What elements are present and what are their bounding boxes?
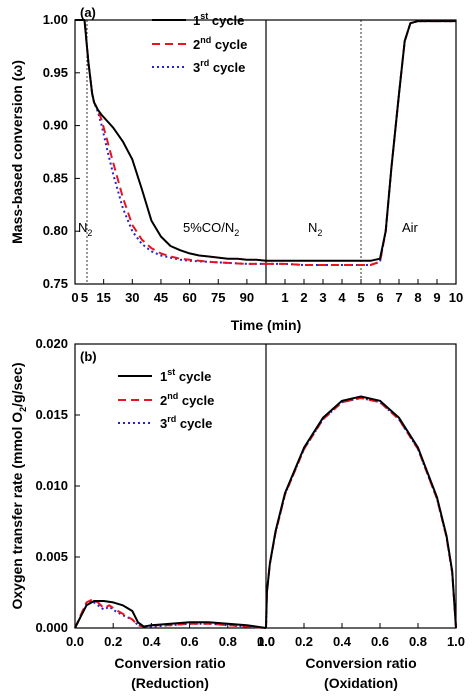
x-tick-label: 0.2 bbox=[104, 634, 122, 649]
x-tick-label: 6 bbox=[376, 290, 383, 305]
x-tick-label: 1.0 bbox=[257, 634, 275, 649]
x-tick-label: 0.6 bbox=[181, 634, 199, 649]
x-tick-label: 5 bbox=[357, 290, 364, 305]
region-label-n2-purge: N2 bbox=[308, 220, 322, 238]
y-tick-label: 0.000 bbox=[35, 620, 68, 635]
panel-b: 0.000 0.005 0.010 0.015 0.020 0.0 0.2 0.4 0.6 0.… bbox=[9, 336, 465, 691]
x-tick-label: 9 bbox=[433, 290, 440, 305]
panel-b-ylabel: Oxygen transfer rate (mmol O2/g/sec) bbox=[9, 363, 28, 610]
panel-b-xlabel-left-line2: (Reduction) bbox=[131, 675, 209, 691]
series-line-cycle1-right bbox=[266, 20, 456, 262]
panel-b-xlabel-right-line1: Conversion ratio bbox=[305, 655, 416, 671]
x-tick-label: 3 bbox=[319, 290, 326, 305]
x-tick-label: 10 bbox=[449, 290, 463, 305]
y-tick-label: 0.015 bbox=[35, 407, 68, 422]
x-tick-label: 1.0 bbox=[447, 634, 465, 649]
x-tick-label: 0.0 bbox=[257, 634, 275, 649]
y-tick-label: 0.95 bbox=[43, 65, 68, 80]
x-tick-label: 2 bbox=[300, 290, 307, 305]
y-tick-label: 0.020 bbox=[35, 336, 68, 351]
series-line-cycle1-left bbox=[74, 600, 267, 629]
x-tick-label: 90 bbox=[240, 290, 254, 305]
series-line-cycle2-right bbox=[265, 397, 457, 629]
x-tick-label: 5 bbox=[81, 290, 88, 305]
x-tick-label: 7 bbox=[395, 290, 402, 305]
x-tick-label: 1 bbox=[281, 290, 288, 305]
legend-b: 1st cycle 2nd cycle 3rd cycle bbox=[118, 367, 214, 431]
region-label-air: Air bbox=[402, 220, 419, 235]
y-tick-label: 1.00 bbox=[43, 12, 68, 27]
legend-a: 1st cycle 2nd cycle 3rd cycle bbox=[152, 11, 247, 75]
y-tick-label: 0.90 bbox=[43, 118, 68, 133]
y-tick-label: 0.80 bbox=[43, 223, 68, 238]
x-tick-label: 0.4 bbox=[142, 634, 161, 649]
x-tick-label: 0.4 bbox=[333, 634, 352, 649]
panel-a-ylabel: Mass-based conversion (ω) bbox=[9, 60, 25, 244]
region-label-co: 5%CO/N2 bbox=[183, 220, 239, 238]
x-tick-label: 0.2 bbox=[295, 634, 313, 649]
series-line-cycle1-left bbox=[75, 19, 267, 262]
panel-b-label: (b) bbox=[80, 349, 97, 364]
x-tick-label: 15 bbox=[96, 290, 110, 305]
y-tick-label: 0.85 bbox=[43, 170, 68, 185]
panel-a-xlabel: Time (min) bbox=[231, 317, 302, 333]
panel-b-xlabel-right-line2: (Oxidation) bbox=[324, 675, 398, 691]
legend-a-label-cycle1: 1st cycle bbox=[193, 11, 244, 28]
panel-a-label: (a) bbox=[80, 5, 96, 20]
series-line-cycle2-left bbox=[75, 19, 266, 265]
legend-b-label-cycle3: 3rd cycle bbox=[160, 414, 212, 431]
legend-b-label-cycle2: 2nd cycle bbox=[160, 391, 214, 408]
legend-a-label-cycle2: 2nd cycle bbox=[193, 35, 247, 52]
region-label-n2-start: N2 bbox=[78, 220, 92, 238]
panel-b-xlabel-left-line1: Conversion ratio bbox=[114, 655, 225, 671]
series-line-cycle3-right bbox=[265, 397, 457, 629]
legend-a-label-cycle3: 3rd cycle bbox=[193, 58, 245, 75]
x-tick-label: 0.6 bbox=[371, 634, 389, 649]
y-tick-label: 0.010 bbox=[35, 478, 68, 493]
x-tick-label: 4 bbox=[338, 290, 346, 305]
series-line-cycle1-right bbox=[265, 395, 457, 629]
x-tick-label: 60 bbox=[182, 290, 196, 305]
x-tick-label: 8 bbox=[414, 290, 421, 305]
y-tick-label: 0.005 bbox=[35, 549, 68, 564]
x-tick-label: 45 bbox=[154, 290, 168, 305]
x-tick-label: 0 bbox=[71, 290, 78, 305]
x-tick-label: 30 bbox=[125, 290, 139, 305]
x-tick-label: 0.0 bbox=[66, 634, 84, 649]
panel-a: 0.750.800.850.900.951.00 0 5 15 30 45 60 75 90 … bbox=[9, 5, 463, 333]
x-tick-label: 0.8 bbox=[409, 634, 427, 649]
x-tick-label: 75 bbox=[211, 290, 225, 305]
legend-b-label-cycle1: 1st cycle bbox=[160, 367, 211, 384]
x-tick-label: 0.8 bbox=[219, 634, 237, 649]
series-line-cycle2-left bbox=[74, 598, 267, 629]
y-tick-label: 0.75 bbox=[43, 276, 68, 291]
